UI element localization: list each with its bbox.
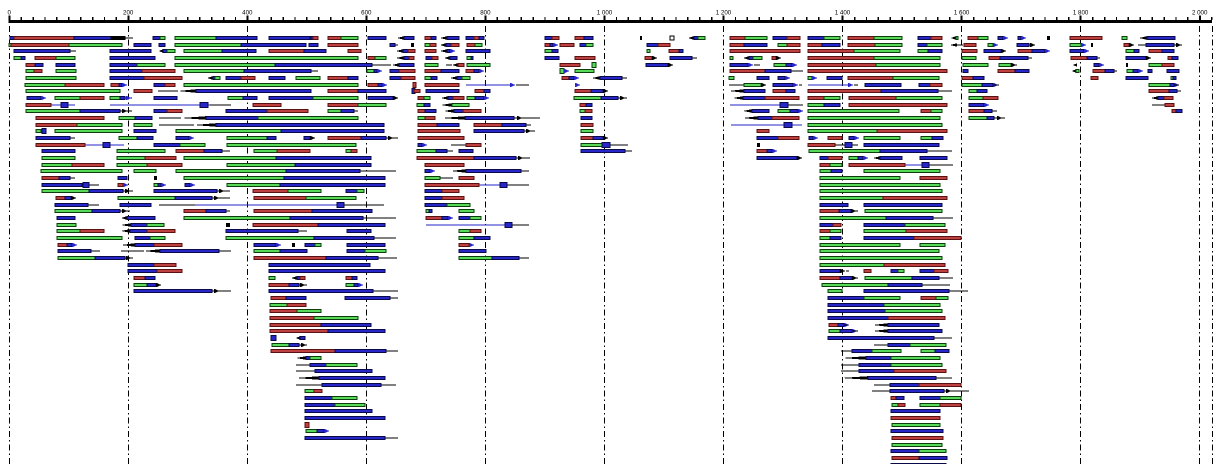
svg-text:1 200: 1 200 [716,10,732,17]
svg-text:800: 800 [480,10,491,17]
svg-text:1 000: 1 000 [597,10,613,17]
svg-text:600: 600 [361,10,372,17]
svg-text:2 000: 2 000 [1192,10,1208,17]
svg-text:1 600: 1 600 [954,10,970,17]
svg-text:400: 400 [242,10,253,17]
svg-text:0: 0 [7,10,11,17]
svg-text:200: 200 [123,10,134,17]
svg-text:1 400: 1 400 [835,10,851,17]
svg-text:1 800: 1 800 [1073,10,1089,17]
